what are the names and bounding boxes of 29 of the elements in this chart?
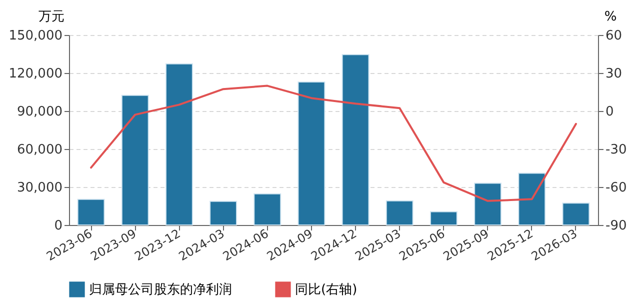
bar bbox=[298, 81, 326, 226]
bar bbox=[77, 198, 105, 226]
bar bbox=[254, 193, 282, 226]
y2-tick-label: 0 bbox=[606, 104, 614, 120]
bar bbox=[474, 182, 502, 226]
bar bbox=[562, 202, 590, 226]
bar bbox=[518, 172, 546, 226]
y2-tick-label: 60 bbox=[606, 28, 622, 44]
y2-tick-label: 30 bbox=[606, 66, 622, 82]
y-tick-label: 0 bbox=[54, 218, 62, 234]
y2-tick-label: -30 bbox=[606, 142, 627, 158]
y-axis-title: 万元 bbox=[38, 10, 64, 24]
bar bbox=[386, 200, 414, 226]
legend-label: 归属母公司股东的净利润 bbox=[89, 282, 232, 298]
legend-label: 同比(右轴) bbox=[295, 282, 358, 298]
y-tick-label: 150,000 bbox=[8, 28, 62, 44]
y-tick-label: 120,000 bbox=[8, 66, 62, 82]
bar bbox=[430, 211, 458, 226]
y-tick-label: 60,000 bbox=[17, 142, 62, 158]
y2-tick-label: -60 bbox=[606, 180, 627, 196]
y2-tick-label: -90 bbox=[606, 218, 627, 234]
bar bbox=[210, 200, 238, 226]
bar bbox=[342, 54, 370, 226]
y-tick-label: 90,000 bbox=[17, 104, 62, 120]
bar bbox=[165, 63, 193, 226]
y-tick-label: 30,000 bbox=[17, 180, 62, 196]
line-series bbox=[90, 84, 577, 202]
y2-axis-title: % bbox=[604, 10, 617, 24]
bar bbox=[121, 94, 149, 226]
